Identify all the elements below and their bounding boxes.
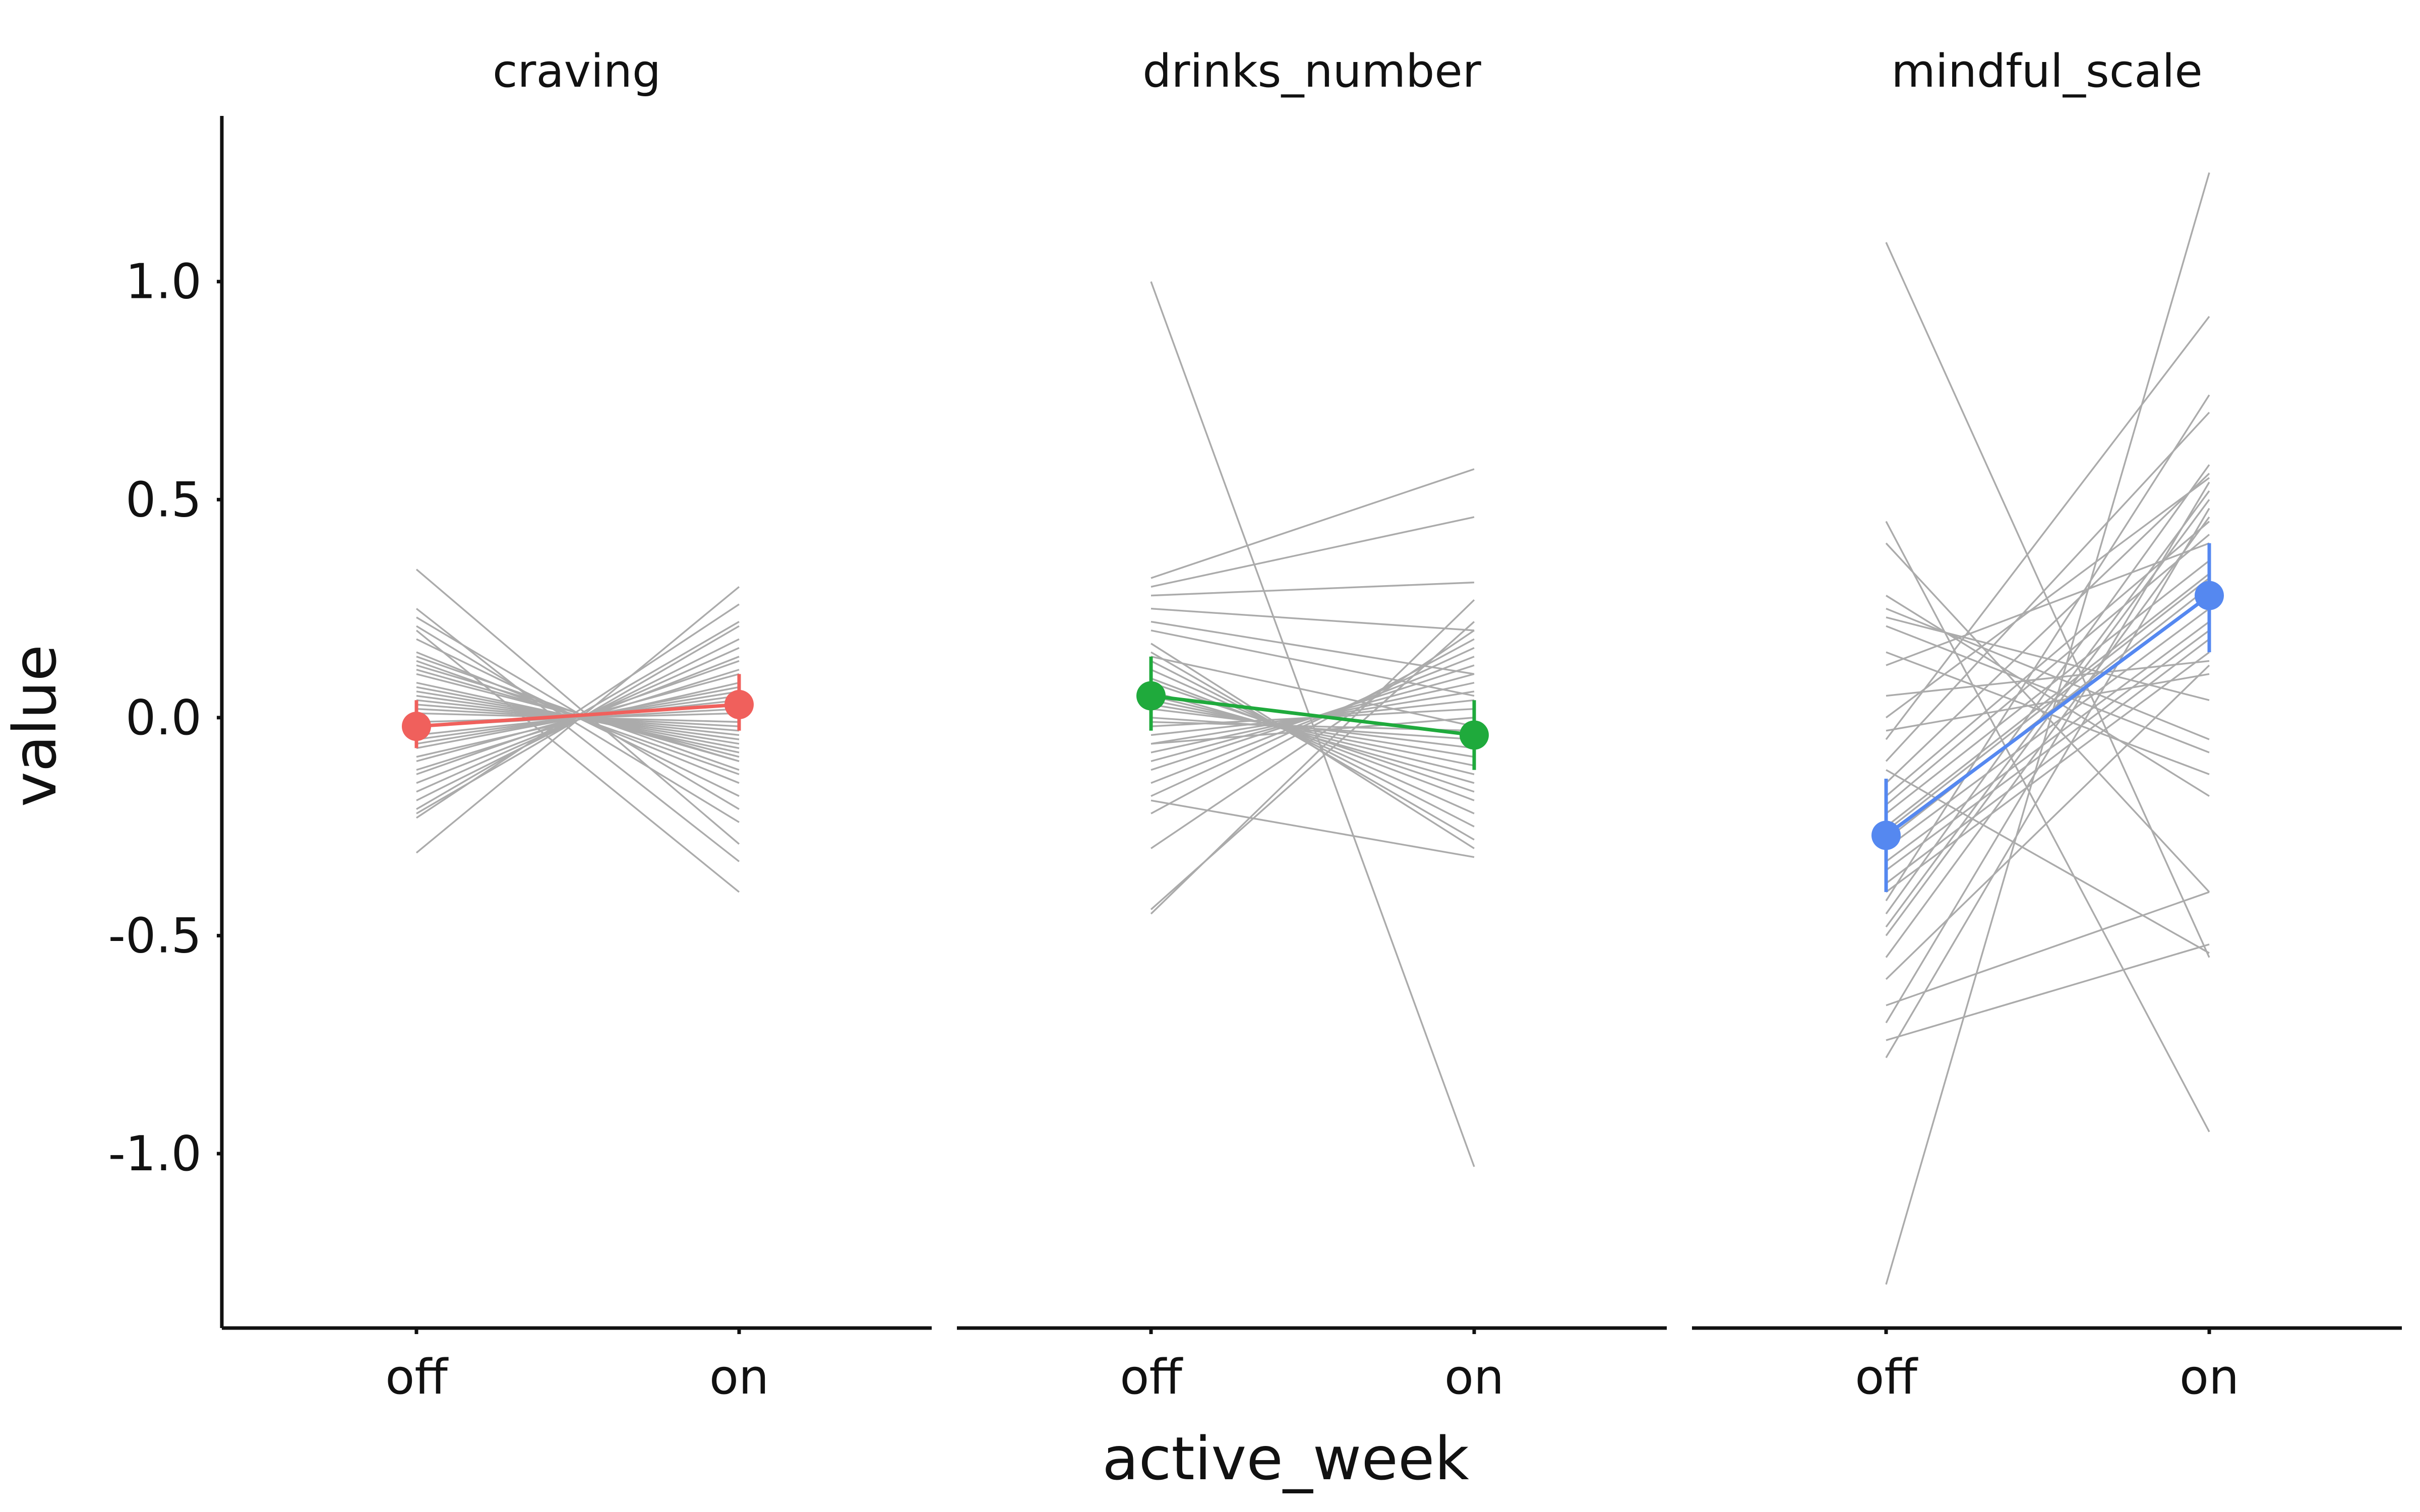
subject-line bbox=[1886, 769, 2210, 954]
subject-line bbox=[1886, 891, 2210, 1006]
y-tick-label: 0.5 bbox=[126, 472, 202, 528]
subject-line bbox=[1885, 534, 2210, 806]
subject-line bbox=[1151, 656, 1475, 727]
y-tick-label: -1.0 bbox=[108, 1126, 202, 1182]
x-tick-label: on bbox=[709, 1350, 769, 1405]
subject-line bbox=[1151, 669, 1475, 814]
subject-line bbox=[1151, 581, 1475, 597]
subject-line bbox=[1885, 651, 2210, 893]
subject-line bbox=[1886, 542, 2210, 666]
subject-line bbox=[1151, 799, 1475, 858]
subject-lines bbox=[415, 569, 740, 893]
mean-line bbox=[1151, 694, 1475, 737]
subject-line bbox=[1151, 607, 1475, 632]
subject-line bbox=[1885, 573, 2210, 828]
subject-line bbox=[1151, 620, 1475, 675]
subject-line bbox=[1885, 394, 2210, 902]
subject-line bbox=[1151, 651, 1475, 841]
mean-point-off bbox=[402, 712, 431, 741]
subject-line bbox=[1151, 717, 1475, 740]
mean-line bbox=[1885, 594, 2211, 837]
subject-line bbox=[1151, 638, 1475, 814]
subject-lines bbox=[1150, 281, 1475, 1167]
x-tick-label: off bbox=[1855, 1350, 1918, 1405]
subject-line bbox=[415, 569, 740, 845]
subject-line bbox=[1151, 468, 1475, 579]
subject-line bbox=[1151, 629, 1475, 697]
mean-point-off bbox=[1136, 681, 1166, 711]
subject-line bbox=[1885, 629, 2210, 871]
subject-line bbox=[1151, 690, 1475, 784]
subject-line bbox=[1151, 660, 1475, 828]
mean-point-on bbox=[724, 689, 754, 719]
subject-line bbox=[416, 625, 740, 823]
subject-line bbox=[1885, 508, 2210, 1058]
subject-line bbox=[1885, 621, 2210, 862]
x-tick-label: off bbox=[1120, 1350, 1183, 1405]
subject-line bbox=[1885, 608, 2210, 849]
subject-line bbox=[1885, 242, 2210, 958]
subject-line bbox=[416, 625, 740, 814]
subject-line bbox=[1150, 281, 1475, 1167]
subject-line bbox=[1886, 595, 2210, 797]
x-tick-label: off bbox=[385, 1350, 449, 1405]
subject-line bbox=[1886, 943, 2210, 1041]
facet-craving: craving off on bbox=[222, 45, 932, 1405]
subject-line bbox=[1151, 695, 1475, 775]
subject-line bbox=[1885, 521, 2210, 1132]
subject-line bbox=[1885, 481, 2210, 1024]
subject-line bbox=[415, 608, 740, 862]
subject-line bbox=[1150, 599, 1475, 915]
subject-line bbox=[1151, 629, 1475, 849]
subject-line bbox=[1886, 607, 2210, 740]
subject-line bbox=[416, 660, 740, 775]
mean-point-on bbox=[2195, 581, 2224, 610]
subject-line bbox=[1885, 560, 2210, 814]
subject-line bbox=[1885, 577, 2210, 832]
subject-line bbox=[1886, 673, 2210, 732]
y-tick-label: 0.0 bbox=[126, 690, 202, 746]
x-tick-label: on bbox=[2180, 1350, 2239, 1405]
subject-line bbox=[1885, 464, 2210, 915]
subject-line bbox=[1151, 647, 1475, 797]
subject-line bbox=[1885, 412, 2210, 762]
y-axis: -1.0 -0.5 0.0 0.5 1.0 bbox=[108, 116, 224, 1328]
mean-point-off bbox=[1871, 821, 1901, 850]
subject-line bbox=[1151, 699, 1475, 767]
y-tick-label: 1.0 bbox=[126, 255, 202, 310]
subject-line bbox=[1885, 516, 2210, 958]
subject-lines bbox=[1885, 172, 2210, 1285]
facet-title: craving bbox=[493, 45, 661, 98]
x-axis-title: active_week bbox=[1102, 1424, 1469, 1493]
x-tick-label: on bbox=[1444, 1350, 1504, 1405]
y-axis-title: value bbox=[0, 645, 70, 807]
subject-line bbox=[1151, 664, 1475, 771]
facet-title: mindful_scale bbox=[1891, 45, 2202, 98]
subject-line bbox=[1885, 638, 2210, 884]
mean-line bbox=[416, 703, 740, 728]
subject-line bbox=[1885, 521, 2210, 797]
subject-line bbox=[1885, 477, 2210, 719]
y-tick-label: -0.5 bbox=[108, 908, 202, 964]
subject-line bbox=[1886, 660, 2210, 697]
subject-line bbox=[1151, 516, 1475, 588]
subject-line bbox=[415, 629, 740, 893]
subject-line bbox=[1151, 717, 1475, 745]
facet-title: drinks_number bbox=[1142, 45, 1481, 98]
mean-point-on bbox=[1460, 720, 1489, 750]
subject-line bbox=[1885, 316, 2210, 740]
subject-line bbox=[1885, 473, 2210, 784]
subject-line bbox=[1151, 656, 1475, 784]
